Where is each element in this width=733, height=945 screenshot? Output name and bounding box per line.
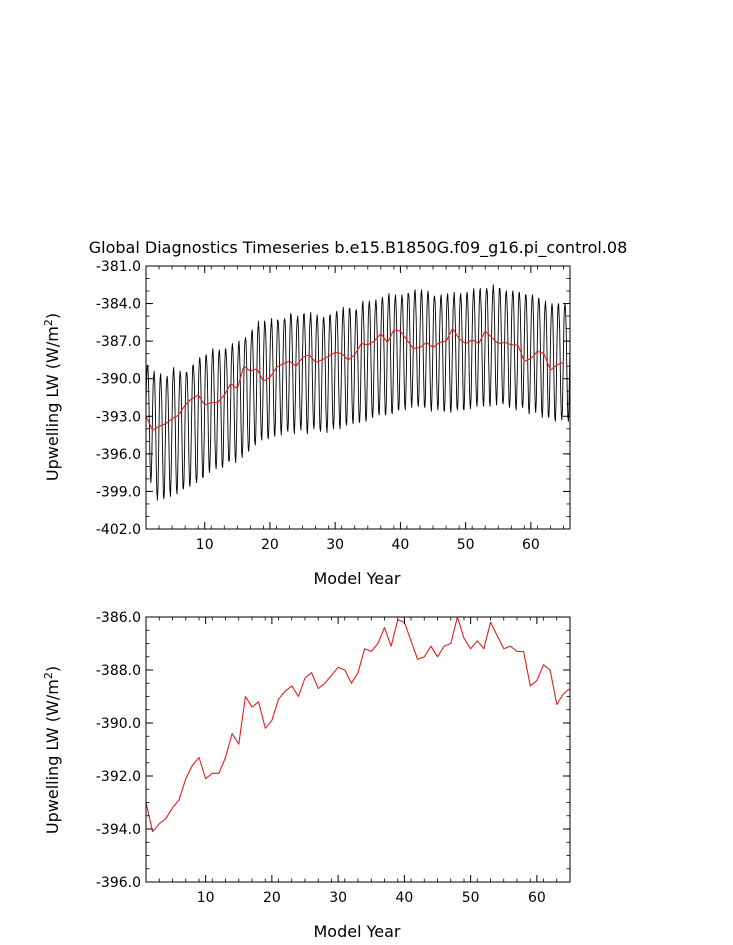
y-tick-label: -388.0 <box>96 663 141 679</box>
y-tick-label: -396.0 <box>96 447 141 463</box>
top-x-axis-label: Model Year <box>314 569 401 588</box>
series-line-1 <box>145 328 564 431</box>
x-tick-label: 20 <box>261 537 279 553</box>
x-tick-label: 10 <box>197 890 215 906</box>
x-tick-label: 60 <box>522 537 540 553</box>
y-tick-label: -399.0 <box>96 484 141 500</box>
bottom-x-tick-labels: 10 20 30 40 50 60 <box>197 890 546 906</box>
y-tick-label: -393.0 <box>96 409 141 425</box>
y-tick-label: -402.0 <box>96 522 141 538</box>
y-tick-label: -384.0 <box>96 297 141 313</box>
bottom-y-axis-label: Upwelling LW (W/m2) <box>42 666 62 834</box>
x-tick-label: 40 <box>391 537 409 553</box>
x-tick-label: 40 <box>395 890 413 906</box>
top-x-tick-labels: 10 20 30 40 50 60 <box>196 537 540 553</box>
x-tick-label: 50 <box>457 537 475 553</box>
y-tick-label: -386.0 <box>96 610 141 626</box>
top-ticks <box>145 265 570 530</box>
y-tick-label: -392.0 <box>96 769 141 785</box>
top-y-tick-labels: -381.0 -384.0 -387.0 -390.0 -393.0 -396.0 -399… <box>96 259 141 538</box>
y-tick-label: -381.0 <box>96 259 141 275</box>
y-tick-label: -387.0 <box>96 334 141 350</box>
x-tick-label: 30 <box>329 890 347 906</box>
top-y-axis-label: Upwelling LW (W/m2) <box>42 313 62 481</box>
bottom-ticks <box>145 616 571 883</box>
bottom-x-axis-label: Model Year <box>314 922 401 941</box>
top-plot-frame <box>145 265 571 530</box>
x-tick-label: 10 <box>196 537 214 553</box>
series-line-0 <box>145 284 571 501</box>
series-line-0 <box>145 616 571 833</box>
top-panel: Global Diagnostics Timeseries b.e15.B185… <box>42 238 627 588</box>
bottom-panel: -386.0 -388.0 -390.0 -392.0 -394.0 -396.0 10 2… <box>42 610 571 941</box>
y-tick-label: -396.0 <box>96 875 141 891</box>
y-tick-label: -390.0 <box>96 716 141 732</box>
y-tick-label: -394.0 <box>96 822 141 838</box>
bottom-plot-area <box>145 616 571 833</box>
x-tick-label: 20 <box>263 890 281 906</box>
top-plot-area <box>145 284 571 501</box>
x-tick-label: 50 <box>462 890 480 906</box>
x-tick-label: 30 <box>326 537 344 553</box>
chart-title: Global Diagnostics Timeseries b.e15.B185… <box>89 238 628 258</box>
x-tick-label: 60 <box>528 890 546 906</box>
bottom-plot-frame <box>145 616 571 883</box>
bottom-y-tick-labels: -386.0 -388.0 -390.0 -392.0 -394.0 -396.0 <box>96 610 141 891</box>
y-tick-label: -390.0 <box>96 372 141 388</box>
